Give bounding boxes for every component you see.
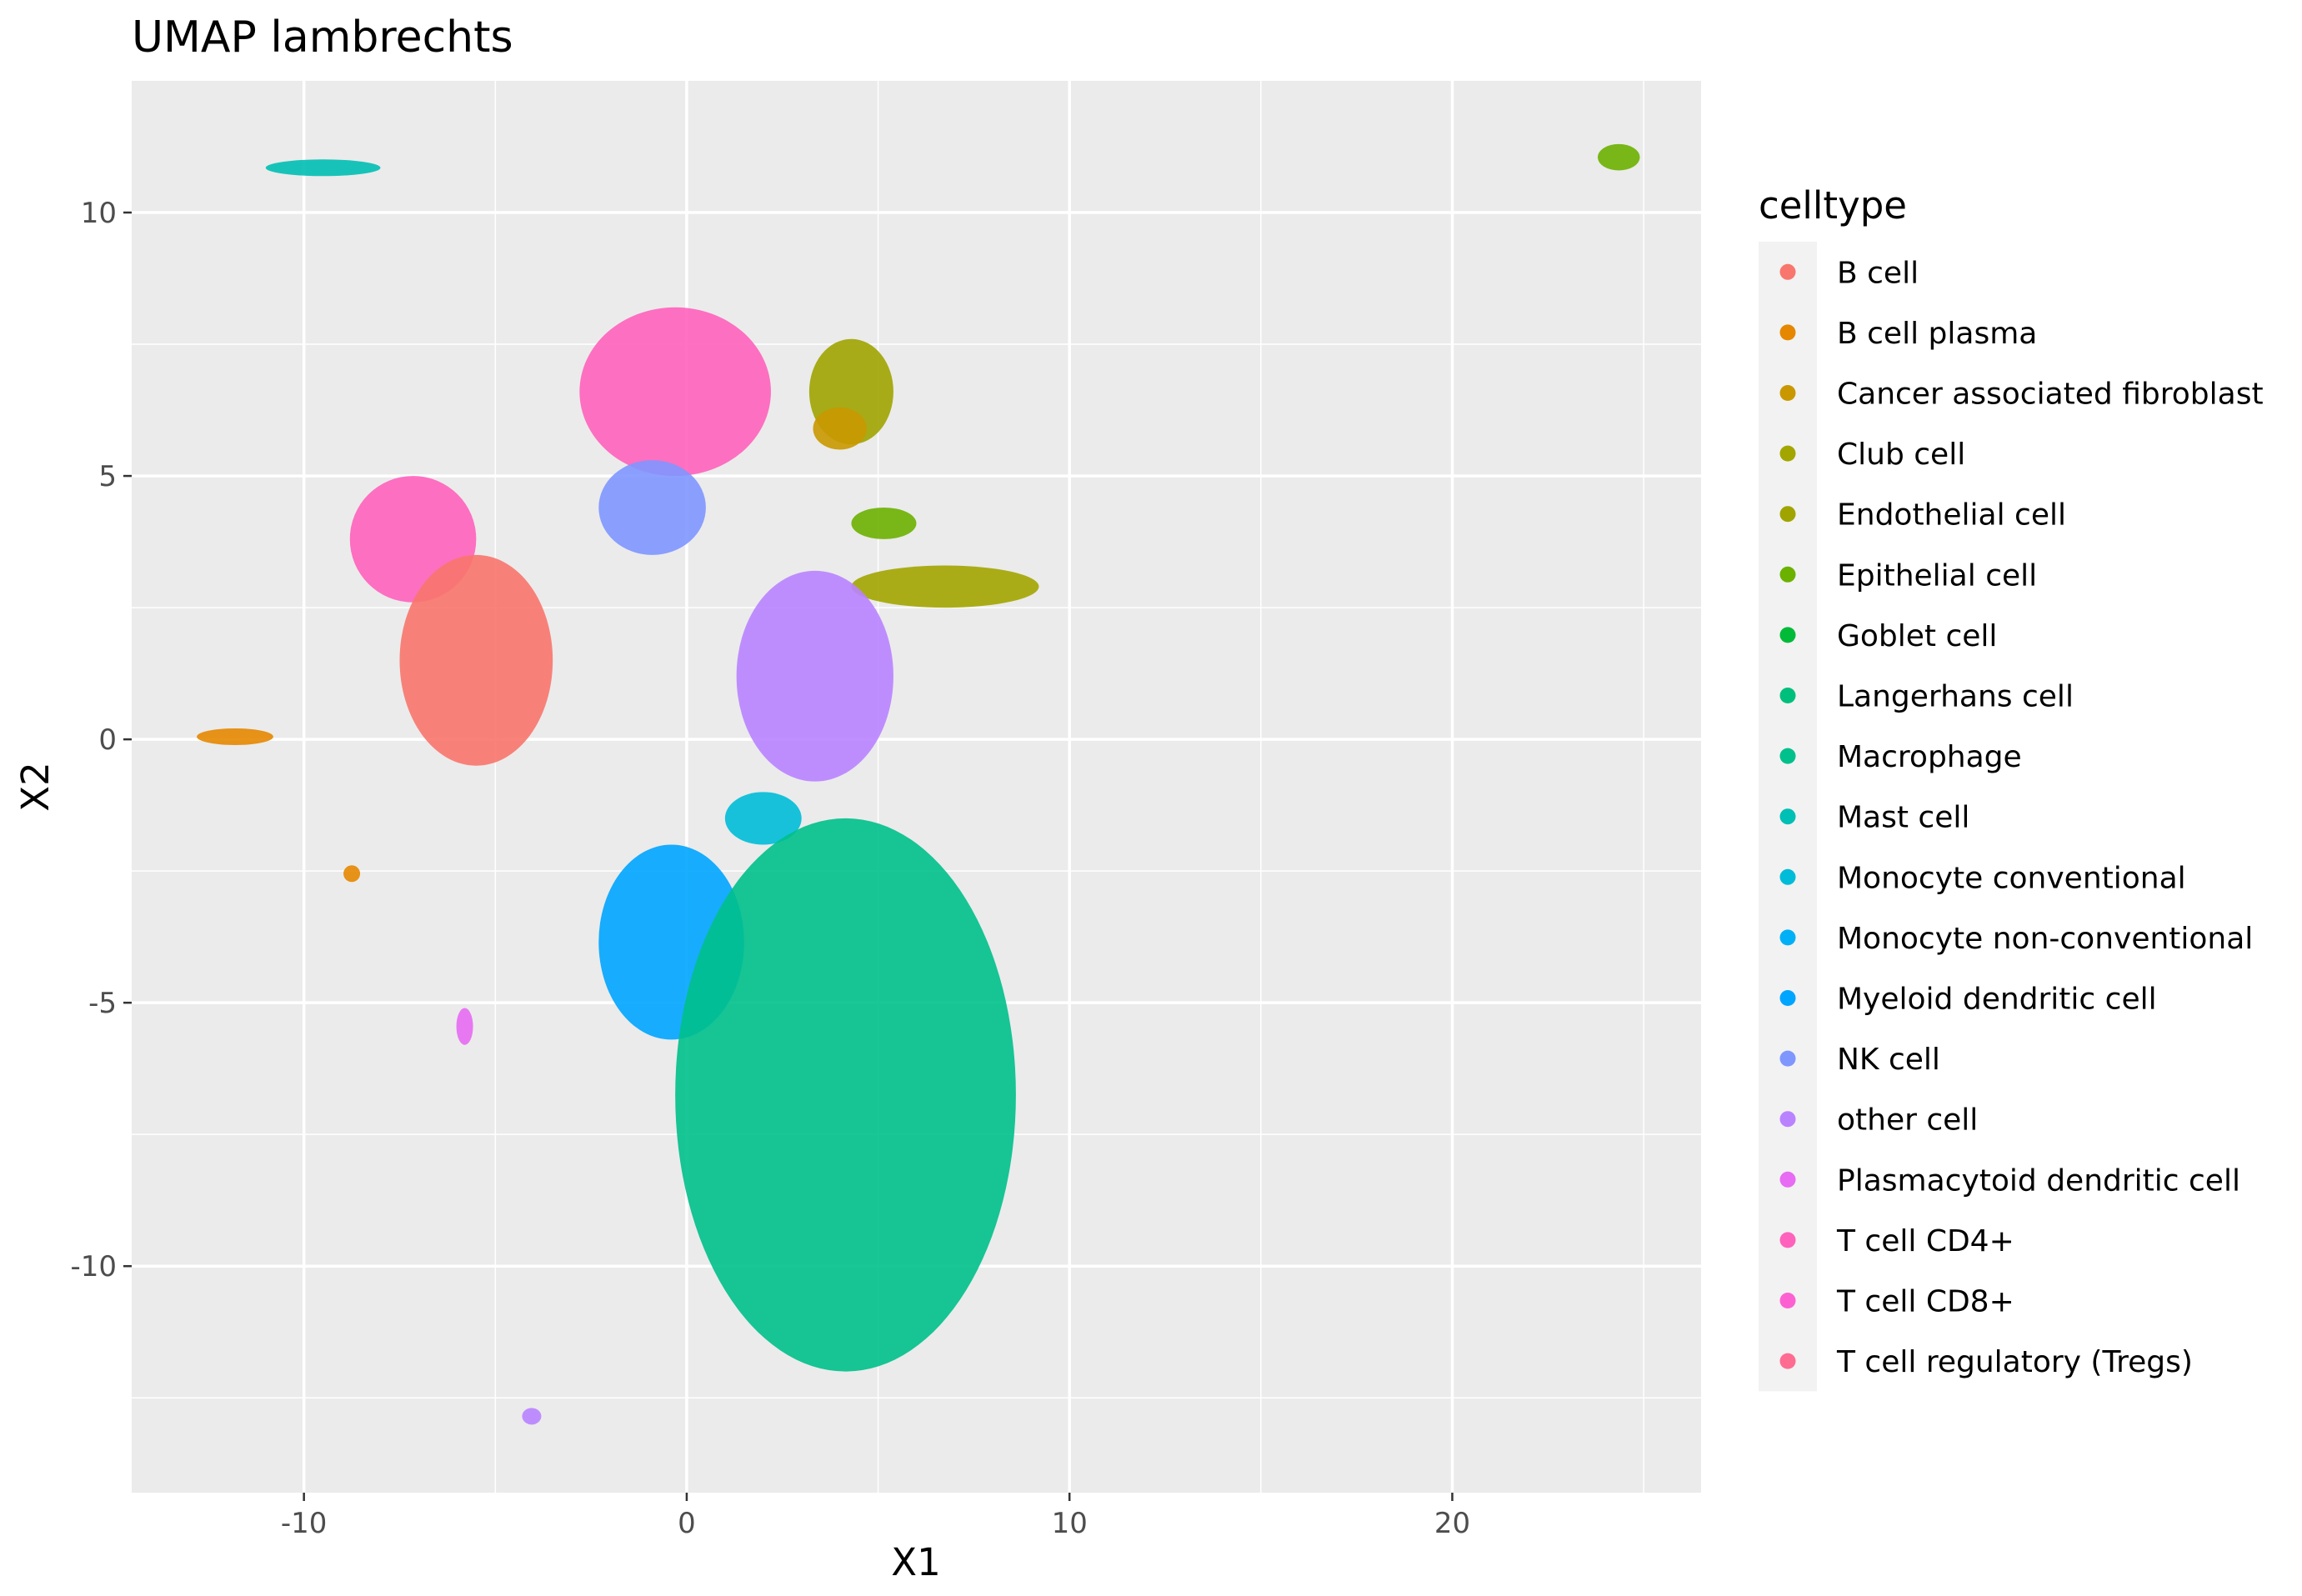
- legend-label: Langerhans cell: [1837, 680, 2074, 714]
- y-tick-label: 10: [81, 197, 117, 230]
- cluster-epithelial-cell: [1597, 143, 1640, 171]
- legend-key-cancer-associated-fibroblast: [1779, 385, 1796, 401]
- legend-key-other-cell: [1779, 1111, 1796, 1128]
- legend-key-goblet-cell: [1779, 627, 1796, 643]
- legend-key-mast-cell: [1779, 808, 1796, 825]
- y-tick-label: -10: [70, 1250, 117, 1283]
- legend-key-nk-cell: [1779, 1050, 1796, 1067]
- legend-key-t-cell-cd4-: [1779, 1232, 1796, 1248]
- legend-key-club-cell: [1779, 445, 1796, 462]
- legend-label: Plasmacytoid dendritic cell: [1837, 1163, 2240, 1198]
- legend-label: Monocyte non-conventional: [1837, 922, 2253, 956]
- cluster-plasmacytoid-dendritic-cell: [456, 1008, 473, 1045]
- legend: celltype B cell B cell plasma Cancer assoc…: [1759, 183, 2264, 1392]
- cluster-nk-cell: [598, 460, 706, 555]
- legend-label: T cell CD8+: [1836, 1285, 2014, 1319]
- y-axis-ticks: 10 5 0 -5 -10: [70, 197, 132, 1283]
- legend-key-epithelial-cell: [1779, 566, 1796, 583]
- cluster-club-cell: [851, 565, 1039, 608]
- cluster-t-cell-cd4-: [579, 307, 771, 477]
- x-tick-label: 20: [1434, 1507, 1470, 1540]
- chart-title: UMAP lambrechts: [132, 13, 513, 63]
- cluster-b-cell-plasma: [343, 865, 361, 883]
- x-axis-title: X1: [891, 1540, 940, 1584]
- legend-key-plasmacytoid-dendritic-cell: [1779, 1171, 1796, 1188]
- legend-key-langerhans-cell: [1779, 688, 1796, 703]
- cluster-other-cell: [522, 1408, 542, 1425]
- legend-key-t-cell-cd8-: [1779, 1293, 1796, 1308]
- legend-label: Epithelial cell: [1837, 558, 2037, 593]
- legend-label: T cell CD4+: [1836, 1224, 2014, 1258]
- legend-key-t-cell-regulatory-tregs-: [1779, 1353, 1796, 1369]
- legend-key-myeloid-dendritic-cell: [1779, 990, 1796, 1006]
- cluster-monocyte-conventional: [724, 792, 802, 845]
- legend-label: Macrophage: [1837, 740, 2022, 774]
- legend-label: Cancer associated fibroblast: [1837, 378, 2264, 412]
- legend-label: T cell regulatory (Tregs): [1836, 1345, 2193, 1379]
- cluster-macrophage: [675, 818, 1016, 1372]
- y-tick-label: -5: [88, 987, 117, 1020]
- data-points: [197, 143, 1640, 1425]
- legend-key-b-cell-plasma: [1779, 324, 1796, 341]
- cluster-epithelial-cell: [851, 507, 917, 539]
- x-axis-ticks: -10 0 10 20: [281, 1493, 1470, 1540]
- cluster-mast-cell: [265, 159, 381, 177]
- legend-label: other cell: [1837, 1103, 1978, 1138]
- x-tick-label: 0: [678, 1507, 696, 1540]
- legend-items: B cell B cell plasma Cancer associated fib…: [1759, 242, 2264, 1392]
- legend-label: Mast cell: [1837, 801, 1969, 835]
- legend-label: Goblet cell: [1837, 619, 1997, 653]
- legend-key-b-cell: [1779, 263, 1796, 280]
- legend-label: B cell plasma: [1837, 317, 2037, 351]
- legend-key-monocyte-non-conventional: [1779, 929, 1796, 946]
- plot-panel: [132, 81, 1701, 1493]
- x-tick-label: 10: [1052, 1507, 1088, 1540]
- x-tick-label: -10: [281, 1507, 328, 1540]
- y-axis-title: X2: [13, 762, 58, 811]
- legend-label: Endothelial cell: [1837, 498, 2066, 533]
- legend-label: Club cell: [1837, 438, 1965, 472]
- legend-title: celltype: [1759, 183, 1907, 228]
- y-tick-label: 5: [98, 460, 117, 493]
- legend-label: NK cell: [1837, 1043, 1940, 1077]
- y-tick-label: 0: [98, 723, 117, 757]
- minor-gridlines: [132, 81, 1701, 1493]
- legend-key-macrophage: [1779, 748, 1796, 764]
- legend-label: Monocyte conventional: [1837, 861, 2186, 895]
- cluster-b-cell: [399, 554, 553, 766]
- legend-key-monocyte-conventional: [1779, 868, 1796, 885]
- cluster-b-cell-plasma: [197, 728, 273, 745]
- cluster-other-cell: [736, 570, 893, 782]
- legend-label: Myeloid dendritic cell: [1837, 983, 2157, 1017]
- legend-label: B cell: [1837, 256, 1919, 290]
- cluster-cancer-associated-fibroblast: [813, 407, 867, 450]
- legend-key-endothelial-cell: [1779, 506, 1796, 523]
